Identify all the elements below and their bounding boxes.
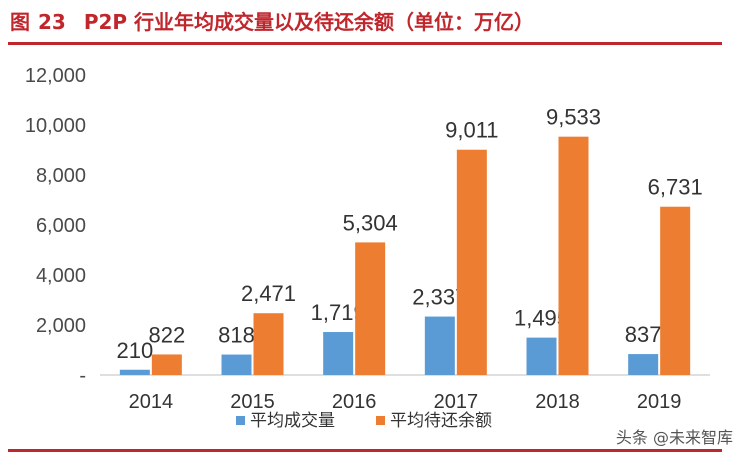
figure-label: 图 (10, 10, 30, 34)
data-label: 818 (218, 323, 255, 348)
bar-volume (628, 354, 659, 375)
bar-volume (119, 369, 150, 375)
y-tick-label: 4,000 (36, 265, 86, 287)
bar-volume (526, 337, 557, 375)
data-label: 9,011 (445, 118, 498, 143)
data-label: 5,304 (343, 210, 398, 235)
y-tick-label: 2,000 (36, 315, 86, 337)
bar-balance (558, 136, 589, 375)
data-label: 2,471 (241, 281, 296, 306)
bar-balance (660, 206, 691, 375)
bar-volume (323, 332, 354, 375)
bottom-rule (8, 449, 722, 452)
legend-swatch (236, 416, 245, 425)
bar-balance (253, 313, 284, 375)
data-label: 822 (148, 322, 185, 347)
y-tick-label: 10,000 (25, 115, 86, 137)
legend-label: 平均成交量 (250, 411, 335, 431)
title-underline (8, 42, 722, 45)
x-tick-label: 2018 (535, 391, 580, 413)
data-label: 9,533 (546, 105, 601, 130)
data-label: 837 (625, 322, 662, 347)
x-tick-label: 2015 (230, 391, 275, 413)
title-text: P2P 行业年均成交量以及待还余额（单位：万亿） (83, 10, 535, 34)
bar-volume (424, 316, 455, 375)
bar-volume (221, 354, 252, 375)
legend-swatch (376, 416, 385, 425)
data-label: 210 (116, 338, 153, 363)
figure-number: 23 (38, 10, 66, 34)
watermark: 头条 @未来智库 (615, 428, 733, 447)
y-tick-label: - (79, 365, 86, 387)
x-tick-label: 2017 (434, 391, 479, 413)
bar-balance (355, 242, 386, 375)
legend-label: 平均待还余额 (390, 411, 492, 431)
x-tick-label: 2019 (637, 391, 682, 413)
x-tick-label: 2014 (129, 391, 174, 413)
y-tick-label: 12,000 (25, 65, 86, 87)
bar-balance (456, 149, 487, 375)
data-label: 6,731 (648, 175, 703, 200)
bar-balance (151, 354, 182, 375)
y-tick-label: 8,000 (36, 165, 86, 187)
chart-title: 图 23 P2P 行业年均成交量以及待还余额（单位：万亿） (10, 6, 534, 36)
y-tick-label: 6,000 (36, 215, 86, 237)
x-tick-label: 2016 (332, 391, 377, 413)
